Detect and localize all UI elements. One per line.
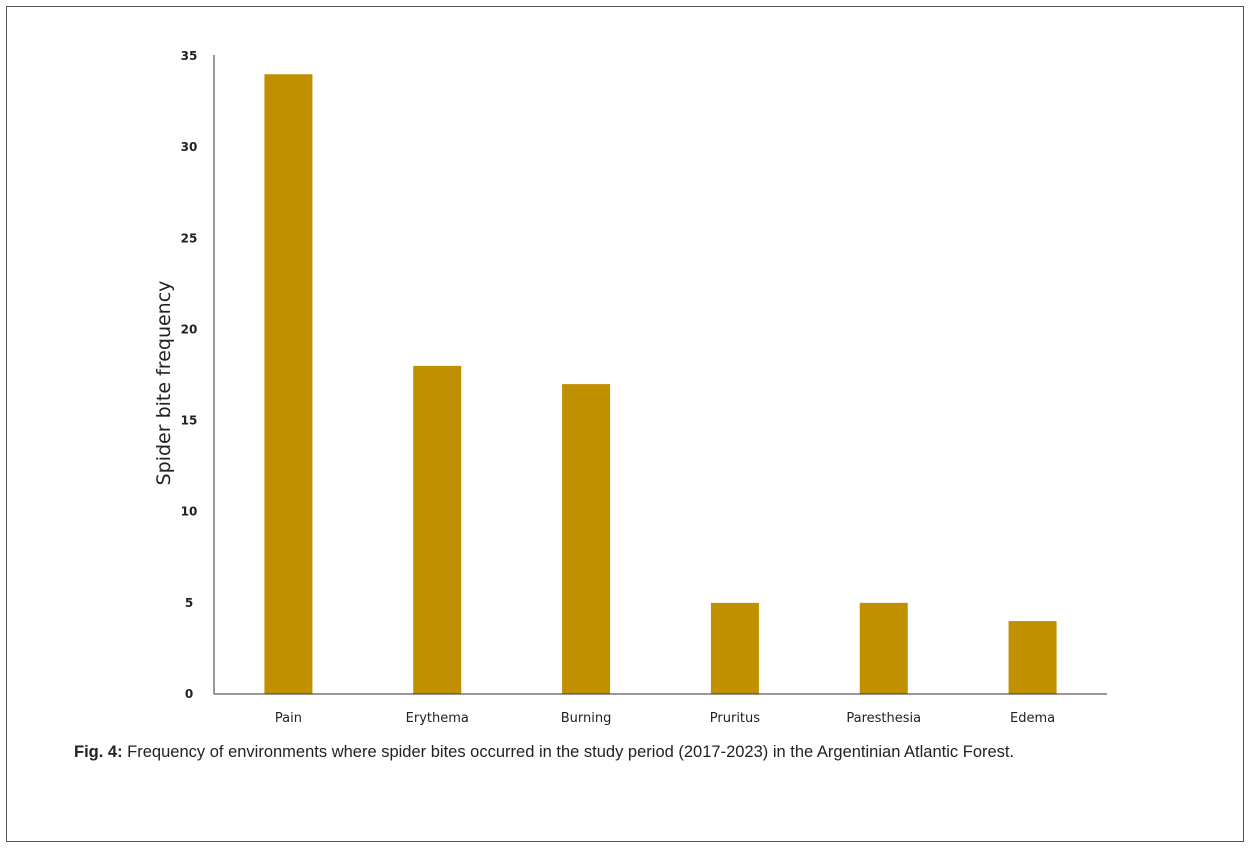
figure-caption: Fig. 4: Frequency of environments where … — [74, 742, 1184, 763]
figure-label: Fig. 4: — [74, 743, 123, 761]
bar-edema — [1008, 621, 1057, 694]
y-tick-20: 20 — [181, 322, 198, 336]
bar-paresthesia — [859, 602, 908, 694]
x-label-edema: Edema — [1010, 711, 1055, 726]
y-tick-30: 30 — [181, 140, 198, 154]
bar-chart: Spider bite frequency 0 5 10 15 20 25 30 35 Pai… — [153, 49, 1107, 726]
caption-text: Frequency of environments where spider b… — [122, 743, 1015, 761]
y-tick-0: 0 — [185, 687, 193, 701]
bar-burning — [562, 384, 611, 694]
x-label-paresthesia: Paresthesia — [846, 711, 921, 726]
x-label-pain: Pain — [275, 711, 302, 726]
bar-pain — [264, 74, 313, 694]
x-category-labels: Pain Erythema Burning Pruritus Paresthesia Ed… — [275, 711, 1055, 726]
x-label-burning: Burning — [561, 711, 612, 726]
x-label-erythema: Erythema — [406, 711, 469, 726]
bars-layer — [264, 74, 1057, 694]
y-tick-5: 5 — [185, 596, 193, 610]
y-tick-10: 10 — [181, 505, 198, 519]
x-label-pruritus: Pruritus — [710, 711, 760, 726]
bar-pruritus — [710, 602, 759, 694]
figure-frame — [6, 6, 1244, 842]
y-tick-labels: 0 5 10 15 20 25 30 35 — [181, 49, 198, 701]
y-axis-title: Spider bite frequency — [153, 281, 175, 486]
y-tick-25: 25 — [181, 231, 198, 245]
y-tick-35: 35 — [181, 49, 198, 63]
y-tick-15: 15 — [181, 414, 198, 428]
bar-erythema — [413, 365, 462, 694]
